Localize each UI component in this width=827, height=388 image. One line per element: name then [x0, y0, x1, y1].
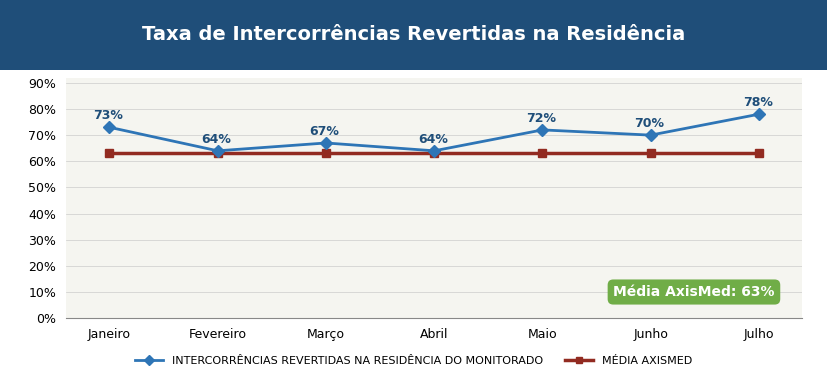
Text: 67%: 67%	[309, 125, 340, 138]
Text: 70%: 70%	[634, 117, 664, 130]
Text: 73%: 73%	[93, 109, 123, 123]
Text: Taxa de Intercorrências Revertidas na Residência: Taxa de Intercorrências Revertidas na Re…	[142, 26, 685, 44]
Text: 72%: 72%	[526, 112, 557, 125]
Legend: INTERCORRÊNCIAS REVERTIDAS NA RESIDÊNCIA DO MONITORADO, MÉDIA AXISMED: INTERCORRÊNCIAS REVERTIDAS NA RESIDÊNCIA…	[131, 352, 696, 370]
Text: 64%: 64%	[418, 133, 447, 146]
Text: Média AxisMed: 63%: Média AxisMed: 63%	[613, 285, 775, 299]
Text: 64%: 64%	[202, 133, 232, 146]
Text: 78%: 78%	[743, 96, 772, 109]
